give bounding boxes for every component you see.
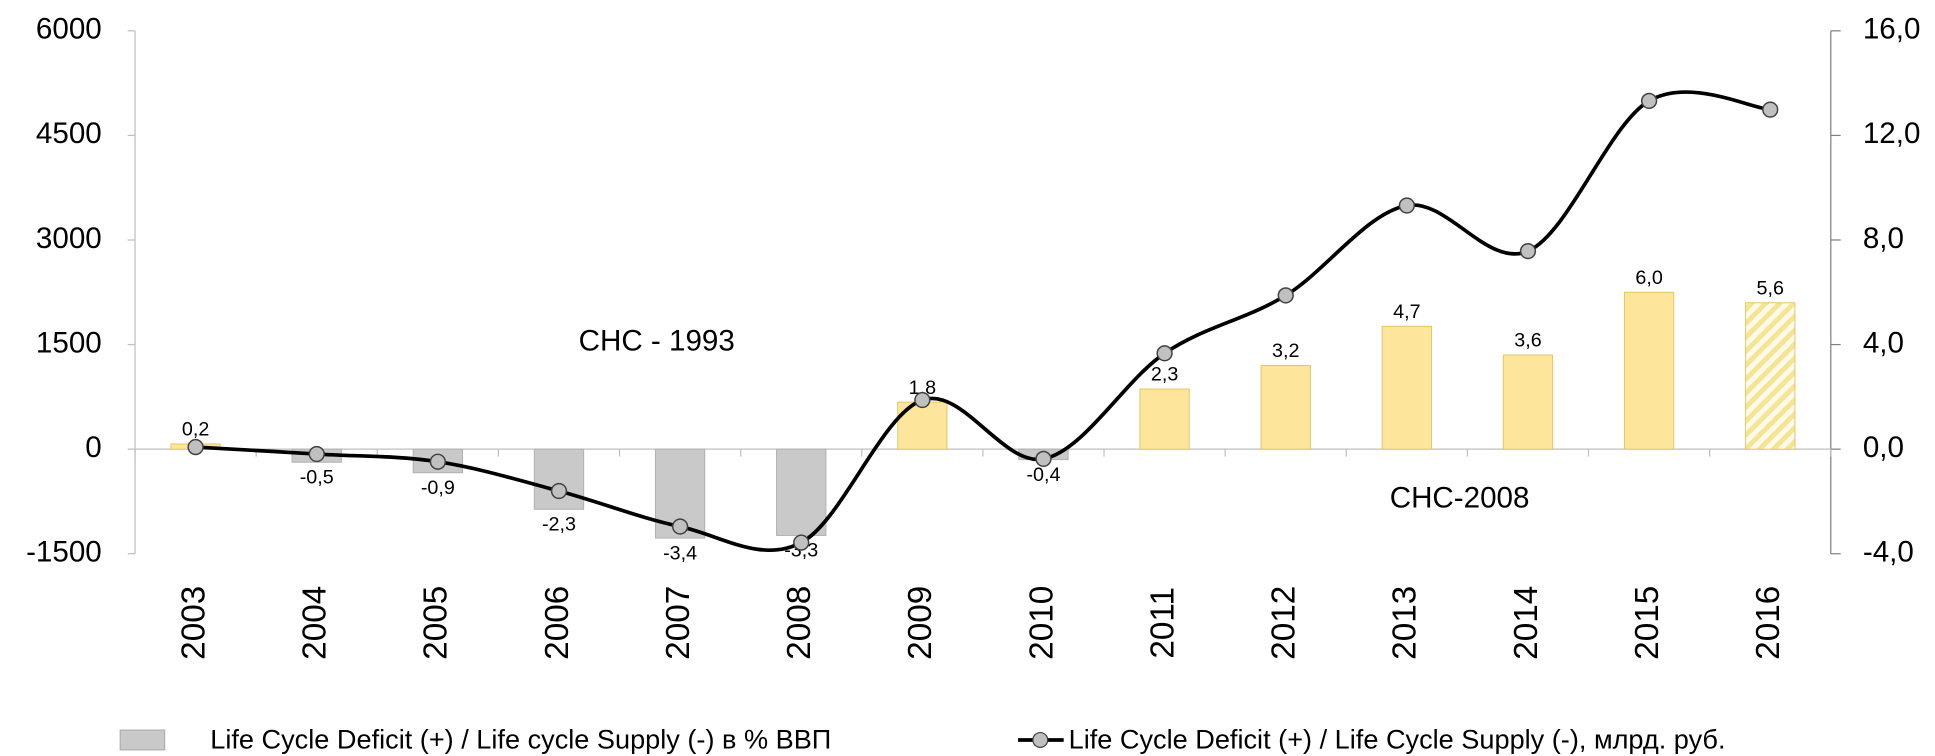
legend-swatch	[119, 729, 166, 751]
x-tick-label: 2014	[1508, 586, 1545, 660]
x-tick-label: 2011	[1144, 587, 1181, 659]
data-label: -3,4	[663, 542, 697, 564]
bar	[1381, 325, 1433, 450]
marker	[429, 453, 446, 470]
y-tick-label: 1500	[36, 326, 102, 359]
data-label: 2,3	[1151, 364, 1178, 386]
legend-marker	[1032, 731, 1049, 748]
marker	[187, 438, 204, 456]
marker	[1277, 287, 1294, 304]
y2-tick-label: 16,0	[1863, 13, 1921, 46]
y2-tick-label: 0,0	[1863, 431, 1904, 464]
data-label: -0,5	[300, 466, 334, 488]
y-tick-label: 0	[85, 431, 101, 464]
bar	[1260, 365, 1311, 450]
marker	[550, 482, 568, 500]
y-tick-label: -1500	[26, 536, 102, 569]
data-label: 6,0	[1635, 267, 1662, 289]
x-tick-label: 2012	[1266, 586, 1303, 660]
bar	[776, 448, 827, 536]
x-tick-label: 2015	[1629, 586, 1666, 660]
marker	[1035, 450, 1052, 468]
y-tick-label: 3000	[36, 222, 102, 255]
data-label: 3,6	[1514, 330, 1541, 352]
x-tick-label: 2005	[418, 586, 455, 660]
annotation: СНС - 1993	[579, 325, 735, 358]
x-tick-label: 2016	[1750, 586, 1787, 660]
x-tick-label: 2007	[660, 586, 697, 660]
y2-tick-label: 12,0	[1863, 117, 1921, 150]
data-label: 5,6	[1757, 277, 1784, 299]
x-tick-label: 2006	[539, 586, 576, 660]
legend-label: Life Cycle Deficit (+) / Life Cycle Supp…	[1069, 723, 1726, 754]
y2-tick-label: -4,0	[1863, 536, 1914, 569]
data-label: 0,2	[182, 419, 209, 441]
x-tick-label: 2008	[781, 586, 818, 660]
legend-label: Life Cycle Deficit (+) / Life cycle Supp…	[210, 723, 831, 754]
marker	[671, 518, 689, 535]
y2-tick-label: 8,0	[1863, 222, 1904, 255]
marker	[793, 534, 810, 551]
marker	[1640, 92, 1658, 110]
bar	[1623, 291, 1675, 450]
marker	[1519, 243, 1537, 260]
marker	[1762, 101, 1779, 118]
x-tick-label: 2004	[297, 586, 334, 660]
y-tick-label: 6000	[36, 13, 102, 46]
bar	[1745, 302, 1796, 450]
annotation: СНС-2008	[1390, 481, 1530, 514]
marker	[1398, 197, 1415, 214]
data-label: -0,9	[421, 477, 455, 499]
marker	[914, 391, 931, 409]
data-label: -0,4	[1026, 464, 1060, 486]
bar	[1139, 388, 1190, 450]
y2-tick-label: 4,0	[1863, 326, 1904, 359]
marker	[308, 445, 325, 463]
y-tick-label: 4500	[36, 117, 102, 150]
marker	[1156, 345, 1173, 362]
x-tick-label: 2003	[175, 586, 212, 660]
x-tick-label: 2009	[902, 586, 939, 660]
x-tick-label: 2013	[1387, 586, 1424, 660]
data-label: 4,7	[1393, 301, 1420, 323]
data-label: -2,3	[542, 514, 576, 536]
bar	[533, 448, 585, 510]
data-label: 3,2	[1272, 340, 1299, 362]
x-tick-label: 2010	[1023, 586, 1060, 660]
data-label: 1,8	[909, 377, 936, 399]
bar	[1502, 354, 1554, 450]
